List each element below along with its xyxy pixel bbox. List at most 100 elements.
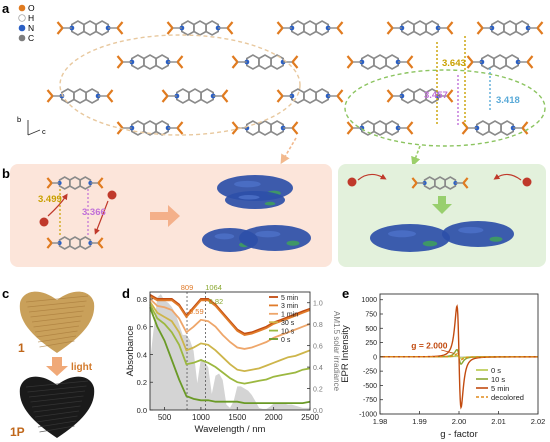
panel-a: a O H N C 3.643 3.457 3.418 xyxy=(2,1,546,167)
pyridinium-ring xyxy=(425,88,440,104)
legend-nitrogen-label: N xyxy=(28,23,34,33)
carboxylate-oxygen xyxy=(406,121,414,129)
carboxylate-oxygen xyxy=(231,55,239,63)
texture-stripe xyxy=(34,325,80,333)
spin-density-lobe xyxy=(442,221,514,247)
texture-stripe xyxy=(27,385,87,393)
molecule xyxy=(46,236,104,250)
sample-1-texture xyxy=(25,295,89,348)
pyridinium-ring xyxy=(85,88,99,104)
legend-carbon-label: C xyxy=(28,33,34,43)
carboxylate-oxygen xyxy=(97,242,104,249)
carboxylate-oxygen xyxy=(116,21,124,29)
solar-irradiance-area xyxy=(150,294,310,410)
electron-transfer-arrow xyxy=(47,193,68,217)
molecule xyxy=(466,54,534,70)
central-ring xyxy=(303,88,317,104)
panel-e-label: e xyxy=(342,286,349,301)
epr-series-3 xyxy=(380,353,538,361)
absorbance-series-5 xyxy=(149,306,311,404)
x-tick-label: 1.98 xyxy=(373,417,388,426)
texture-stripe xyxy=(36,330,78,338)
carboxylate-oxygen xyxy=(166,21,174,29)
texture-stripe xyxy=(27,300,87,308)
plot-frame xyxy=(149,291,311,411)
carboxylate-oxygen xyxy=(466,55,474,63)
process-arrow-orange xyxy=(150,205,180,227)
carboxylate-oxygen xyxy=(336,89,344,97)
texture-stripe xyxy=(30,395,84,403)
carboxylate-oxygen xyxy=(221,95,229,103)
molecule xyxy=(56,20,124,36)
carboxylate-oxygen xyxy=(46,95,54,103)
carboxylate-oxygen xyxy=(466,61,474,69)
pyridinium-ring xyxy=(315,20,330,36)
annotation-pointer xyxy=(441,349,455,354)
pyridinium-ring xyxy=(505,54,520,70)
central-ring xyxy=(143,54,157,70)
carboxylate-oxygen xyxy=(161,95,169,103)
molecule xyxy=(116,120,184,136)
carboxylate-oxygen xyxy=(106,95,114,103)
highlight-ellipse-left xyxy=(59,34,301,136)
sample-1p-label: 1P xyxy=(10,425,25,439)
spin-density-lobe-lobe xyxy=(489,236,503,242)
legend-label: 10 s xyxy=(281,328,295,335)
legend-label: 0 s xyxy=(281,337,291,344)
carbon-atom-icon xyxy=(18,34,26,42)
carboxylate-oxygen xyxy=(106,89,114,97)
molecule xyxy=(231,54,299,70)
light-label: light xyxy=(71,362,93,373)
molecule xyxy=(386,88,454,104)
y-tick-label: -750 xyxy=(363,397,377,404)
y2-tick-label: 0.6 xyxy=(313,344,323,351)
pyridinium-ring xyxy=(385,120,400,136)
pyridinium-ring xyxy=(425,20,440,36)
pyridinium-ring xyxy=(79,176,92,190)
carboxylate-oxygen xyxy=(56,21,64,29)
water-oxygen-atom xyxy=(107,190,117,200)
carboxylate-oxygen xyxy=(276,21,284,29)
atom-legend: O H N C xyxy=(18,3,35,43)
y-tick-label: 0.4 xyxy=(137,350,147,359)
distance-label-3457: 3.457 xyxy=(424,90,448,101)
texture-stripe xyxy=(28,390,86,398)
arrow-to-b-left xyxy=(280,137,297,165)
carboxylate-oxygen xyxy=(176,61,184,69)
carboxylate-oxygen xyxy=(176,127,184,135)
texture-stripe xyxy=(39,340,75,348)
y-tick-label: 0 xyxy=(373,354,377,361)
panel-b: b 3.499 3.366 xyxy=(2,164,546,267)
carboxylate-oxygen xyxy=(336,27,344,35)
carboxylate-oxygen xyxy=(116,27,124,35)
carboxylate-oxygen xyxy=(336,95,344,103)
molecule xyxy=(411,176,469,190)
distance-label-3499: 3.499 xyxy=(38,194,62,205)
spin-density-lobe xyxy=(239,225,311,251)
y-tick-label: 0.8 xyxy=(137,295,147,304)
pyridinium-ring xyxy=(270,120,285,136)
carboxylate-oxygen xyxy=(226,21,234,29)
pyridinium-ring xyxy=(155,54,169,70)
spin-density-lobe-highlight xyxy=(238,195,260,200)
texture-stripe xyxy=(30,310,84,318)
carboxylate-oxygen xyxy=(536,27,544,35)
distance-markers xyxy=(436,36,491,126)
molecule xyxy=(346,54,414,70)
carboxylate-oxygen xyxy=(336,21,344,29)
spin-density-lobe-highlight xyxy=(458,226,484,234)
pyridinium-ring xyxy=(515,20,530,36)
carboxylate-oxygen xyxy=(97,237,104,244)
pyridinium-ring xyxy=(200,88,214,104)
panel-c-label: c xyxy=(2,286,9,301)
panel-d: d 500 1000 1500 2000 25000.00.20.40.60.80.00… xyxy=(122,283,341,435)
y-tick-label: -500 xyxy=(363,383,377,390)
y2-tick-label: 0.0 xyxy=(313,408,323,415)
central-ring xyxy=(493,54,507,70)
texture-stripe xyxy=(33,405,81,413)
nitrogen-atom-icon xyxy=(18,24,26,32)
molecule xyxy=(461,120,529,136)
axis-b-label: b xyxy=(17,115,21,124)
molecule xyxy=(276,88,344,104)
